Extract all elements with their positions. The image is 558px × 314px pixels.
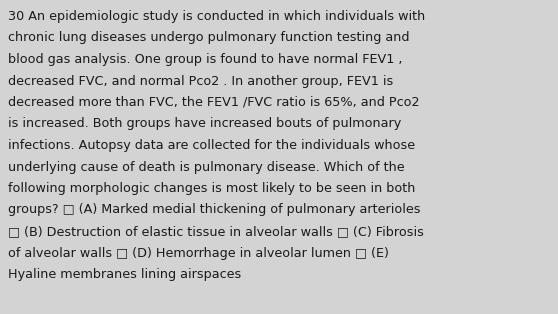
Text: groups? □ (A) Marked medial thickening of pulmonary arterioles: groups? □ (A) Marked medial thickening o… xyxy=(8,203,421,216)
Text: of alveolar walls □ (D) Hemorrhage in alveolar lumen □ (E): of alveolar walls □ (D) Hemorrhage in al… xyxy=(8,246,389,259)
Text: decreased more than FVC, the FEV1 /FVC ratio is 65%, and Pco2: decreased more than FVC, the FEV1 /FVC r… xyxy=(8,96,420,109)
Text: decreased FVC, and normal Pco2 . In another group, FEV1 is: decreased FVC, and normal Pco2 . In anot… xyxy=(8,74,393,88)
Text: □ (B) Destruction of elastic tissue in alveolar walls □ (C) Fibrosis: □ (B) Destruction of elastic tissue in a… xyxy=(8,225,424,238)
Text: Hyaline membranes lining airspaces: Hyaline membranes lining airspaces xyxy=(8,268,241,281)
Text: following morphologic changes is most likely to be seen in both: following morphologic changes is most li… xyxy=(8,182,415,195)
Text: chronic lung diseases undergo pulmonary function testing and: chronic lung diseases undergo pulmonary … xyxy=(8,31,410,45)
Text: is increased. Both groups have increased bouts of pulmonary: is increased. Both groups have increased… xyxy=(8,117,401,131)
Text: infections. Autopsy data are collected for the individuals whose: infections. Autopsy data are collected f… xyxy=(8,139,415,152)
Text: blood gas analysis. One group is found to have normal FEV1 ,: blood gas analysis. One group is found t… xyxy=(8,53,402,66)
Text: underlying cause of death is pulmonary disease. Which of the: underlying cause of death is pulmonary d… xyxy=(8,160,405,174)
Text: 30 An epidemiologic study is conducted in which individuals with: 30 An epidemiologic study is conducted i… xyxy=(8,10,425,23)
